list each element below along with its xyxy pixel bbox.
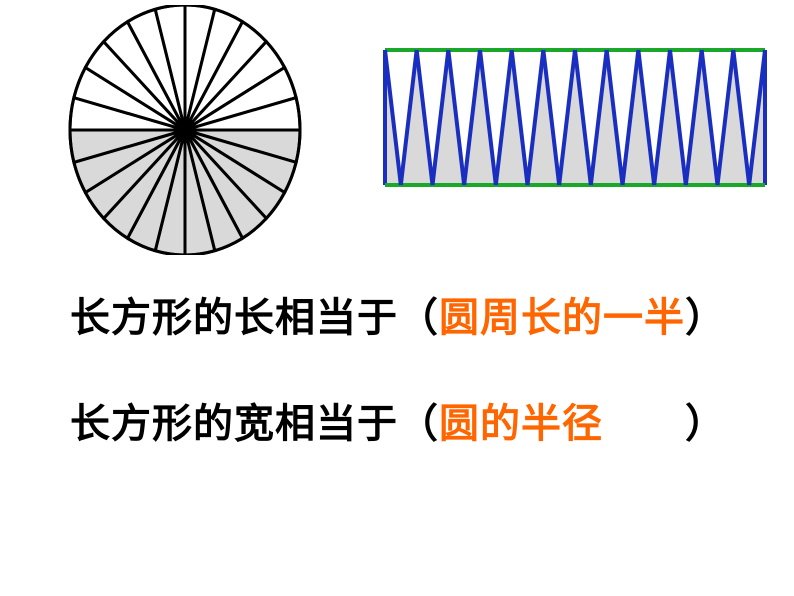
line2-open-paren: （ <box>398 402 439 446</box>
line1-close-paren: ） <box>685 296 726 340</box>
line1-open-paren: （ <box>398 296 439 340</box>
text-area: 长方形的长相当于（圆周长的一半） 长方形的宽相当于（圆的半径 ） <box>70 290 750 502</box>
circle-diagram <box>60 5 310 255</box>
line2-close-paren: ） <box>685 402 726 446</box>
line2-answer: 圆的半径 <box>439 402 603 446</box>
statement-width: 长方形的宽相当于（圆的半径 ） <box>70 396 750 452</box>
line2-prefix: 长方形的宽相当于 <box>70 402 398 446</box>
rectangle-diagram <box>380 45 770 190</box>
diagram-area <box>0 0 794 260</box>
statement-length: 长方形的长相当于（圆周长的一半） <box>70 290 750 346</box>
line1-prefix: 长方形的长相当于 <box>70 296 398 340</box>
line1-answer: 圆周长的一半 <box>439 296 685 340</box>
line2-padding <box>603 402 685 446</box>
